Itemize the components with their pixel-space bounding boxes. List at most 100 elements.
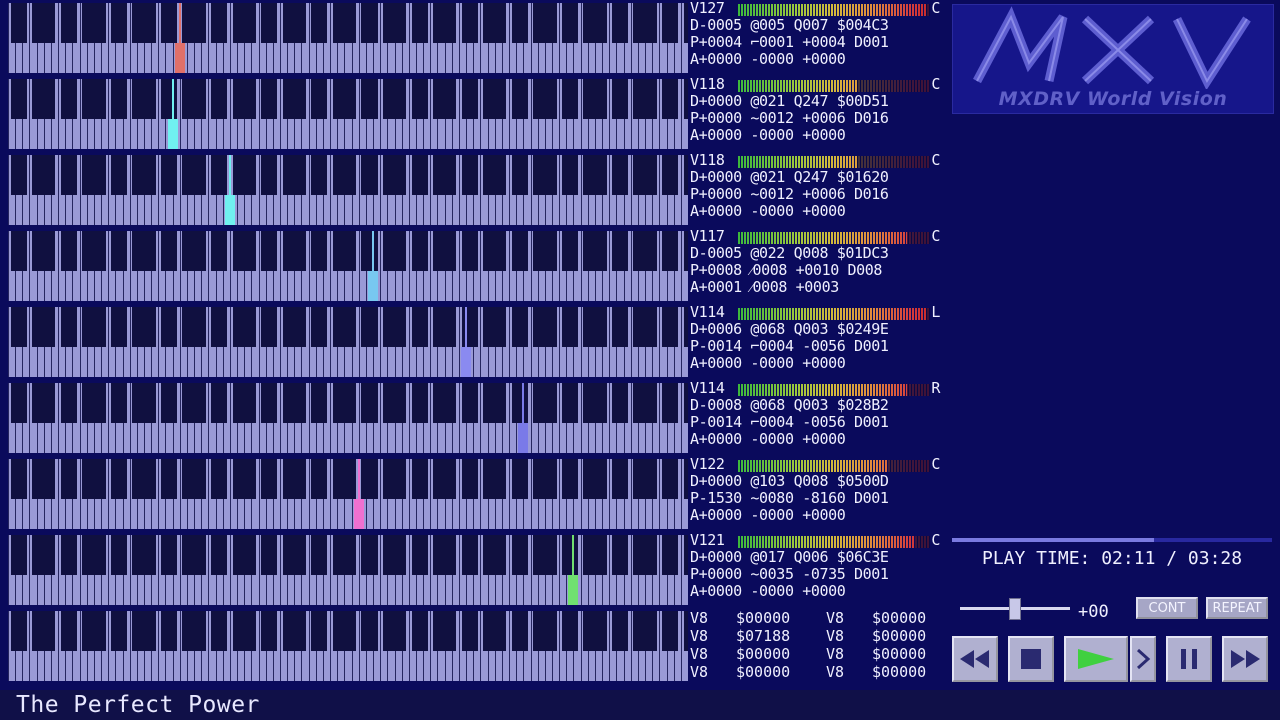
level-meter-mask	[857, 156, 930, 168]
pitch-slider-handle[interactable]	[1009, 598, 1021, 620]
black-key	[397, 611, 406, 651]
channel-param-line: D+0000 @021 Q247 $00D51	[690, 92, 889, 110]
level-meter	[738, 80, 930, 92]
black-key	[233, 535, 242, 575]
black-key	[97, 307, 106, 347]
step-forward-button[interactable]	[1130, 636, 1156, 682]
pause-icon	[1181, 649, 1197, 669]
piano-keyboard	[8, 155, 688, 225]
black-key	[340, 307, 349, 347]
black-key	[669, 231, 678, 271]
fast-forward-button[interactable]	[1222, 636, 1268, 682]
black-key	[569, 459, 578, 499]
black-key	[297, 611, 306, 651]
white-key-divider	[180, 155, 181, 225]
black-key	[168, 307, 177, 347]
channel-track: V127 C D-0005 @005 Q007 $004C3 P+0004 ⌐0001…	[0, 0, 948, 76]
black-key	[497, 383, 506, 423]
cont-button[interactable]: CONT	[1136, 597, 1198, 619]
white-key-divider	[509, 79, 510, 149]
white-key-divider	[409, 79, 410, 149]
black-key	[247, 307, 256, 347]
black-key	[211, 3, 220, 43]
black-key	[447, 535, 456, 575]
level-meter	[738, 156, 930, 168]
channel-track: V118 C D+0000 @021 Q247 $01620 P+0000 ~0012…	[0, 152, 948, 228]
extra-voice-cell: $00000	[736, 645, 791, 663]
active-note-marker	[461, 347, 471, 377]
black-key	[433, 231, 442, 271]
black-key	[340, 459, 349, 499]
black-key	[469, 383, 478, 423]
white-key-divider	[681, 79, 682, 149]
white-key-divider	[259, 459, 260, 529]
white-key-divider	[130, 231, 131, 301]
black-key	[533, 383, 542, 423]
black-key	[562, 535, 571, 575]
black-key	[140, 231, 149, 271]
extra-voice-cell: $07188	[736, 627, 791, 645]
white-key-divider	[609, 611, 610, 681]
black-key	[469, 3, 478, 43]
white-key-divider	[380, 383, 381, 453]
playback-progress-bar[interactable]	[952, 538, 1272, 542]
white-key-divider	[459, 155, 460, 225]
white-key-divider	[180, 383, 181, 453]
black-key	[669, 459, 678, 499]
black-key	[297, 307, 306, 347]
black-key	[147, 3, 156, 43]
white-key-divider	[609, 459, 610, 529]
black-key	[590, 383, 599, 423]
rewind-button[interactable]	[952, 636, 998, 682]
black-key	[612, 231, 621, 271]
black-key	[619, 383, 628, 423]
channel-track: V117 C D-0005 @022 Q008 $01DC3 P+0008 ⁄0008…	[0, 228, 948, 304]
white-key-divider	[29, 231, 30, 301]
level-meter-mask	[926, 308, 930, 320]
white-key-divider	[58, 611, 59, 681]
black-key	[311, 535, 320, 575]
black-key	[590, 3, 599, 43]
black-key	[540, 3, 549, 43]
stop-button[interactable]	[1008, 636, 1054, 682]
white-key-divider	[108, 231, 109, 301]
black-key	[483, 79, 492, 119]
channel-param-line: A+0000 -0000 +0000	[690, 430, 846, 448]
black-key	[412, 231, 421, 271]
black-key	[433, 155, 442, 195]
black-key	[669, 535, 678, 575]
white-key-divider	[259, 383, 260, 453]
repeat-button[interactable]: REPEAT	[1206, 597, 1268, 619]
channel-param-line: P-1530 ~0080 -8160 D001	[690, 489, 889, 507]
black-key	[11, 459, 20, 499]
white-key-divider	[631, 535, 632, 605]
white-key-divider	[330, 307, 331, 377]
black-key	[633, 383, 642, 423]
black-key	[333, 3, 342, 43]
black-key	[662, 611, 671, 651]
play-button[interactable]	[1064, 636, 1128, 682]
black-key	[311, 383, 320, 423]
black-key	[140, 79, 149, 119]
black-key	[447, 3, 456, 43]
black-key	[168, 231, 177, 271]
black-key	[111, 231, 120, 271]
white-key-divider	[259, 79, 260, 149]
black-key	[290, 611, 299, 651]
white-key-divider	[29, 535, 30, 605]
black-key	[390, 611, 399, 651]
black-key	[68, 3, 77, 43]
black-key	[519, 79, 528, 119]
black-key	[548, 231, 557, 271]
black-key	[311, 611, 320, 651]
black-key	[32, 535, 41, 575]
black-key	[562, 383, 571, 423]
black-key	[361, 155, 370, 195]
active-note-stem	[522, 383, 524, 423]
channel-header: V114 L	[690, 304, 946, 321]
black-key	[233, 611, 242, 651]
channel-track: V122 C D+0000 @103 Q008 $0500D P-1530 ~0080…	[0, 456, 948, 532]
white-key-divider	[58, 79, 59, 149]
white-key-divider	[280, 383, 281, 453]
pause-button[interactable]	[1166, 636, 1212, 682]
